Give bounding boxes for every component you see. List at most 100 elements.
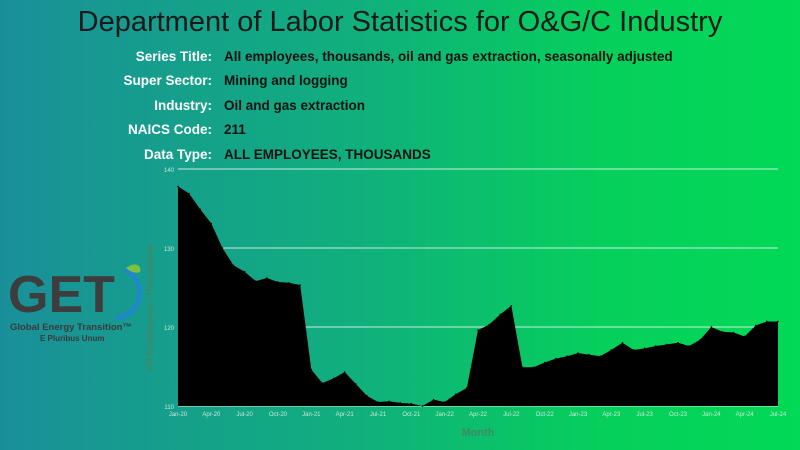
data-point [366, 394, 368, 397]
data-point [643, 347, 646, 350]
data-point [777, 320, 779, 323]
info-key: NAICS Code: [128, 122, 212, 138]
data-point [543, 361, 546, 364]
data-point [688, 345, 690, 347]
data-point [454, 393, 457, 395]
data-point [710, 326, 713, 328]
data-point [532, 366, 535, 369]
data-point [410, 402, 413, 405]
x-tick-label: Jan-22 [435, 412, 454, 418]
data-point [632, 349, 635, 351]
data-point [554, 357, 557, 360]
info-key: Data Type: [143, 146, 212, 162]
x-tick-label: Jul-23 [636, 412, 653, 418]
logo-subtitle: Global Energy Transition™ [10, 322, 132, 333]
data-point [354, 383, 357, 385]
data-point [488, 323, 490, 326]
data-point [399, 402, 402, 404]
data-point [510, 304, 513, 307]
y-tick-label: 110 [164, 405, 174, 411]
x-tick-label: Apr-24 [736, 412, 755, 418]
data-point [621, 342, 624, 344]
info-row-naics-code: NAICS Code: 211 [92, 118, 673, 143]
data-point [288, 281, 290, 284]
data-point [332, 377, 335, 380]
x-tick-label: Oct-22 [536, 412, 555, 418]
data-point [721, 330, 724, 333]
x-tick-label: Apr-21 [336, 412, 355, 418]
logo-leaf-icon [126, 264, 141, 273]
info-row-data-type: Data Type: ALL EMPLOYEES, THOUSANDS [92, 142, 673, 167]
data-point [699, 338, 702, 341]
info-value: Mining and logging [224, 73, 348, 89]
data-point [210, 222, 213, 225]
info-key: Industry: [154, 97, 212, 113]
info-row-series-title: Series Title: All employees, thousands, … [92, 44, 673, 69]
info-value: 211 [224, 122, 246, 138]
data-point [232, 264, 235, 267]
info-row-industry: Industry: Oil and gas extraction [92, 93, 673, 118]
data-point [443, 401, 446, 403]
data-point [599, 355, 602, 358]
data-point [499, 313, 502, 316]
data-point [188, 192, 190, 195]
data-point [754, 324, 757, 327]
data-point [654, 345, 657, 347]
x-tick-label: Jul-22 [503, 412, 520, 418]
data-point [610, 349, 613, 351]
data-point [566, 355, 568, 358]
logo-swoosh-blue [115, 267, 142, 321]
info-value: Oil and gas extraction [224, 97, 366, 113]
data-point [477, 329, 479, 331]
data-point [321, 382, 324, 384]
series-info-panel: Series Title: All employees, thousands, … [92, 44, 673, 167]
logo-tagline: E Pluribus Unum [40, 334, 105, 343]
y-axis-title: All Employees, Thousands [145, 243, 156, 371]
x-tick-label: Jan-24 [702, 412, 721, 418]
x-tick-label: Jan-21 [302, 412, 321, 418]
data-point [254, 280, 257, 282]
get-logo: GET [8, 264, 142, 324]
x-tick-label: Jul-24 [770, 412, 787, 418]
series-area [178, 186, 778, 406]
x-tick-label: Oct-23 [669, 412, 688, 418]
data-point [577, 352, 579, 354]
x-tick-label: Jan-23 [569, 412, 588, 418]
y-tick-label: 120 [164, 326, 175, 332]
y-tick-label: 140 [164, 168, 175, 174]
data-point [266, 277, 268, 279]
x-tick-label: Jul-21 [370, 412, 387, 418]
data-point [432, 398, 435, 401]
data-point [277, 281, 279, 283]
data-point [421, 405, 424, 407]
x-tick-label: Apr-23 [602, 412, 621, 418]
data-point [310, 368, 313, 371]
info-value: ALL EMPLOYEES, THOUSANDS [224, 146, 431, 162]
x-axis-title: Month [462, 427, 495, 439]
data-point [521, 366, 524, 369]
logo-text: GET [8, 266, 115, 324]
info-value: All employees, thousands, oil and gas ex… [224, 48, 673, 64]
x-tick-label: Oct-20 [269, 412, 288, 418]
info-row-super-sector: Super Sector: Mining and logging [92, 69, 673, 94]
data-point [743, 335, 746, 338]
y-tick-label: 130 [164, 247, 175, 253]
x-tick-label: Apr-20 [202, 412, 221, 418]
data-point [766, 320, 768, 323]
data-point [243, 270, 246, 273]
info-key: Series Title: [135, 48, 212, 64]
data-point [221, 247, 224, 249]
info-key: Super Sector: [123, 73, 212, 89]
data-point [377, 401, 379, 403]
data-point [677, 342, 679, 344]
x-tick-label: Apr-22 [469, 412, 488, 418]
data-point [466, 387, 468, 389]
data-point [666, 343, 668, 346]
x-tick-label: Jul-20 [236, 412, 253, 418]
x-tick-label: Jan-20 [169, 412, 188, 418]
data-point [199, 208, 202, 211]
data-point [732, 331, 735, 334]
data-point [343, 371, 346, 373]
